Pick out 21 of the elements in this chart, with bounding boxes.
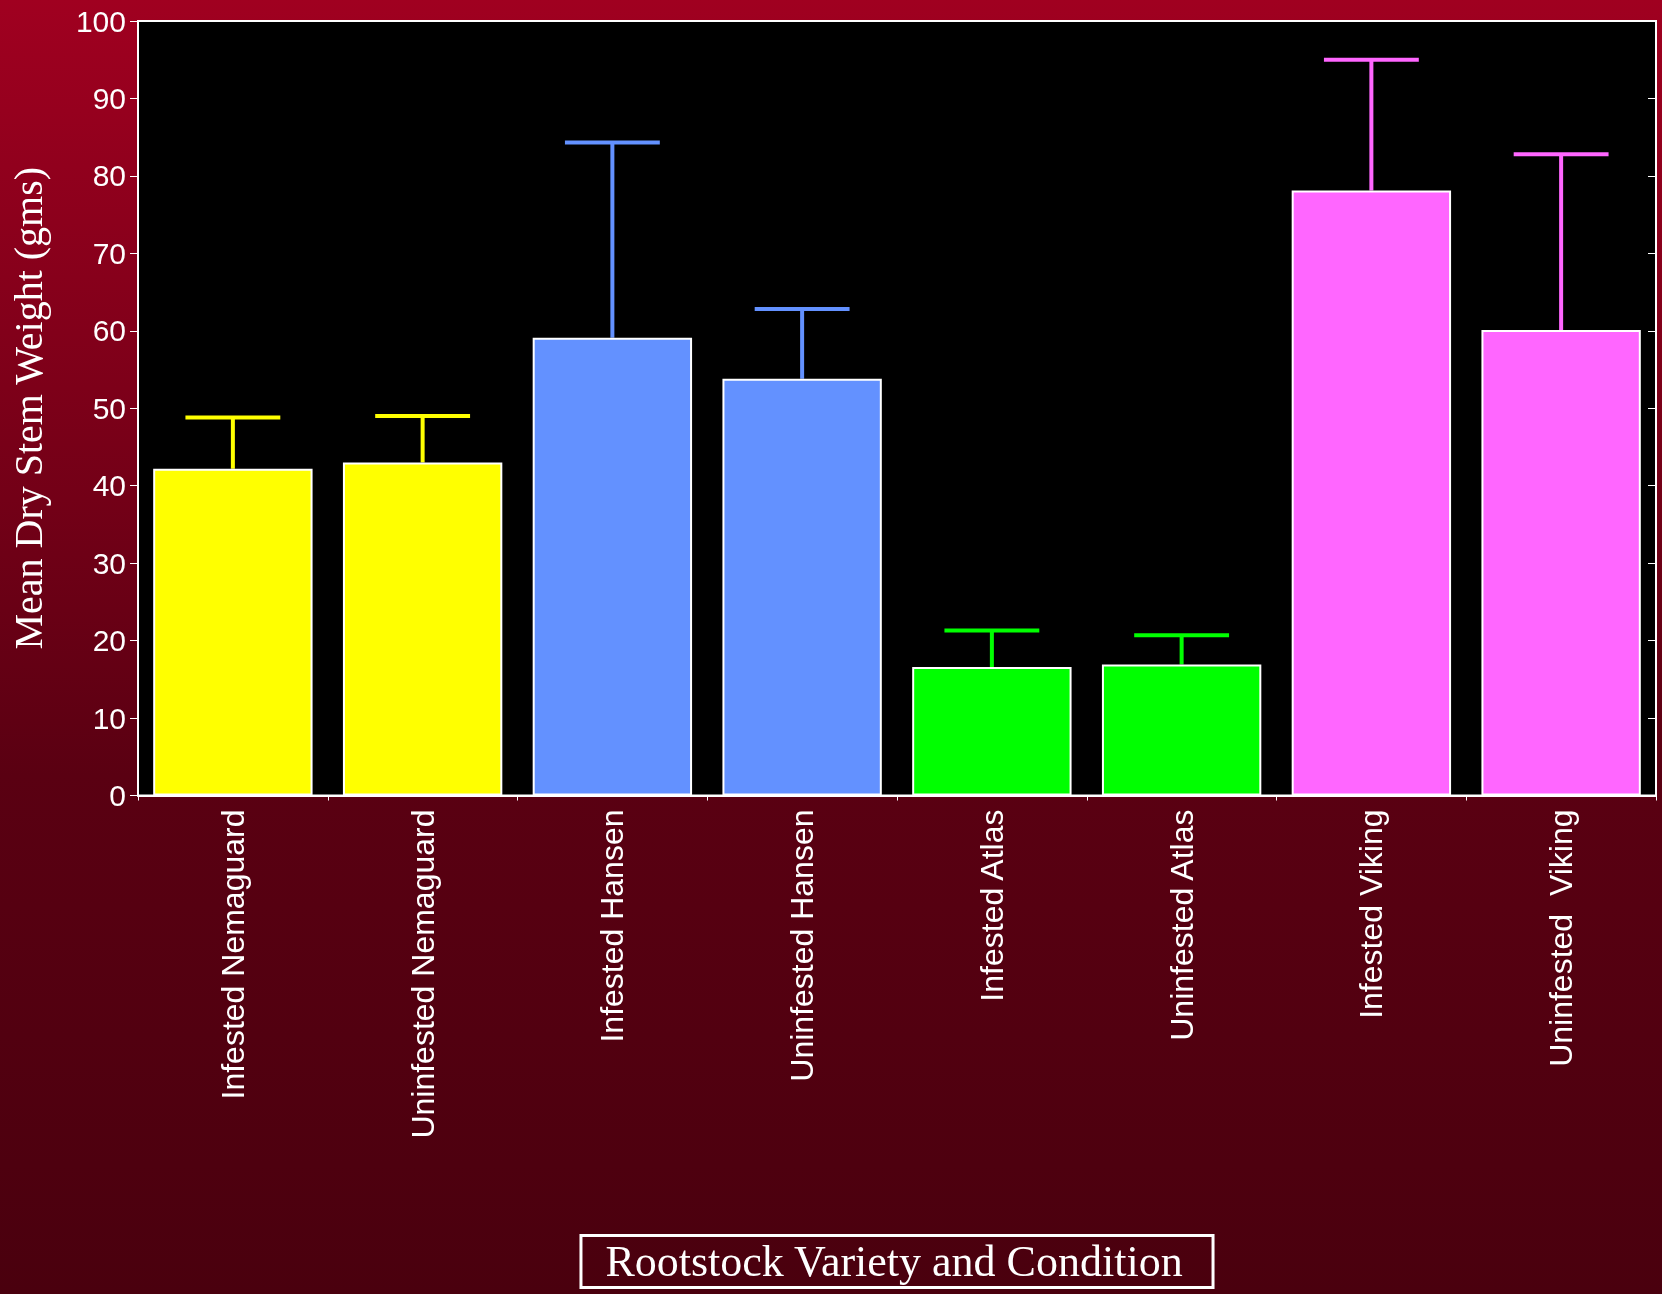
y-tick-label: 90 xyxy=(92,81,126,115)
y-tick-label: 30 xyxy=(92,546,126,580)
y-tick-label: 50 xyxy=(92,391,126,425)
x-tick-label: Infested Nemaguard xyxy=(214,809,251,1100)
y-tick-label: 80 xyxy=(92,159,126,193)
x-tick-label: Uninfested Nemaguard xyxy=(404,809,441,1139)
y-tick-label: 100 xyxy=(75,4,126,38)
y-tick-label: 20 xyxy=(92,624,126,658)
y-tick-label: 10 xyxy=(92,701,126,735)
y-axis-title: Mean Dry Stem Weight (gms) xyxy=(5,166,51,650)
x-axis-title: Rootstock Variety and Condition xyxy=(605,1237,1183,1286)
x-tick-label: Uninfested Viking xyxy=(1543,809,1580,1067)
y-tick-label: 60 xyxy=(92,314,126,348)
x-tick-label: Infested Hansen xyxy=(594,809,631,1043)
x-tick-label: Infested Viking xyxy=(1353,809,1390,1019)
x-tick-label: Infested Atlas xyxy=(973,809,1010,1002)
y-tick-label: 70 xyxy=(92,236,126,270)
x-tick-label: Uninfested Hansen xyxy=(784,809,821,1082)
y-tick-label: 0 xyxy=(109,779,126,812)
x-tick-label: Uninfested Atlas xyxy=(1163,809,1200,1041)
y-tick-label: 40 xyxy=(92,469,126,503)
